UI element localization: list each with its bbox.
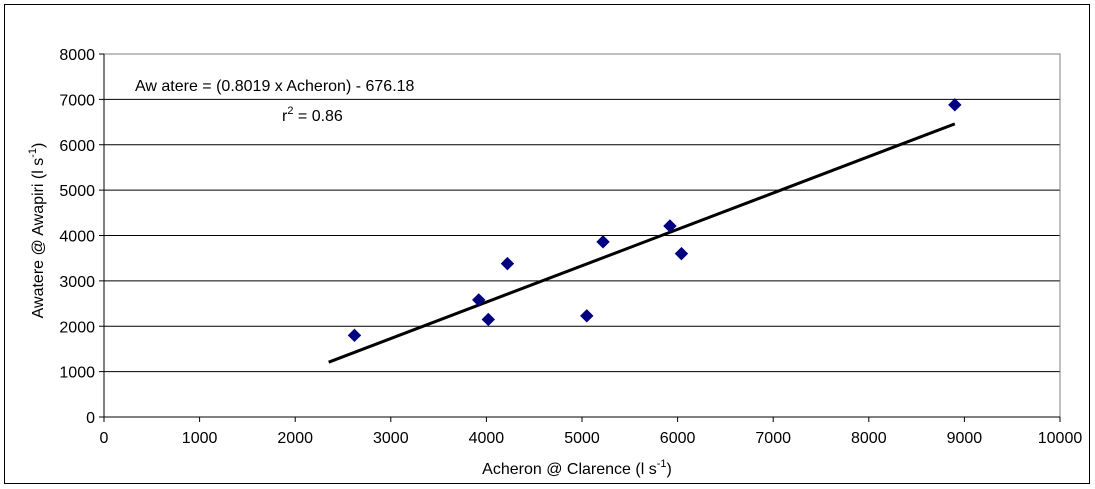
x-tick-label: 5000	[564, 430, 600, 447]
y-tick-label: 2000	[59, 319, 95, 336]
r2-superscript: 2	[287, 105, 293, 117]
y-tick-label: 8000	[59, 47, 95, 64]
x-tick-label: 6000	[660, 430, 696, 447]
x-tick-label: 8000	[851, 430, 887, 447]
data-point	[674, 246, 689, 261]
y-tick-label: 6000	[59, 138, 95, 155]
data-point	[663, 219, 677, 233]
x-tick-label: 4000	[469, 430, 505, 447]
data-point	[472, 293, 486, 307]
data-point	[580, 309, 594, 323]
y-tick-label: 7000	[59, 92, 95, 109]
data-points	[347, 98, 962, 343]
data-point	[500, 256, 515, 271]
r-squared-annotation: r2 = 0.86	[282, 105, 343, 125]
y-tick-label: 0	[86, 410, 95, 427]
data-point	[481, 312, 496, 327]
y-axis-label: Awatere @ Awapiri (l s-1)	[27, 143, 47, 319]
equation-annotation: Aw atere = (0.8019 x Acheron) - 676.18	[135, 78, 415, 95]
r2-prefix: r	[282, 108, 288, 125]
y-tick-label: 5000	[59, 183, 95, 200]
x-tick-label: 0	[100, 430, 109, 447]
y-axis-label-end: )	[30, 143, 47, 148]
x-tick-label: 7000	[755, 430, 791, 447]
x-axis-label-end: )	[666, 461, 671, 478]
gridlines	[104, 53, 1060, 373]
x-tick-labels: 0 1000 2000 3000 4000 5000 6000 7000 8000 9000 100…	[100, 430, 1083, 447]
x-axis-label-main: Acheron @ Clarence (l s	[482, 461, 657, 478]
x-axis-label-sup: -1	[657, 458, 667, 470]
data-point	[948, 98, 962, 112]
axes	[99, 53, 1061, 422]
chart-frame	[4, 4, 1090, 484]
y-axis-label-main: Awatere @ Awapiri (l s	[30, 158, 47, 319]
x-tick-label: 10000	[1038, 430, 1083, 447]
trendline	[328, 122, 956, 364]
y-axis-label-sup: -1	[27, 148, 39, 158]
y-tick-label: 3000	[59, 274, 95, 291]
data-point	[596, 235, 610, 249]
y-tick-label: 1000	[59, 365, 95, 382]
r2-suffix: = 0.86	[293, 108, 342, 125]
y-tick-label: 4000	[59, 229, 95, 246]
x-tick-label: 3000	[373, 430, 409, 447]
x-tick-label: 9000	[947, 430, 983, 447]
y-tick-labels: 0 1000 2000 3000 4000 5000 6000 7000 8000	[59, 47, 95, 427]
x-tick-label: 1000	[182, 430, 218, 447]
x-axis-label: Acheron @ Clarence (l s-1)	[482, 458, 672, 478]
x-tick-label: 2000	[277, 430, 313, 447]
data-point	[347, 328, 362, 343]
